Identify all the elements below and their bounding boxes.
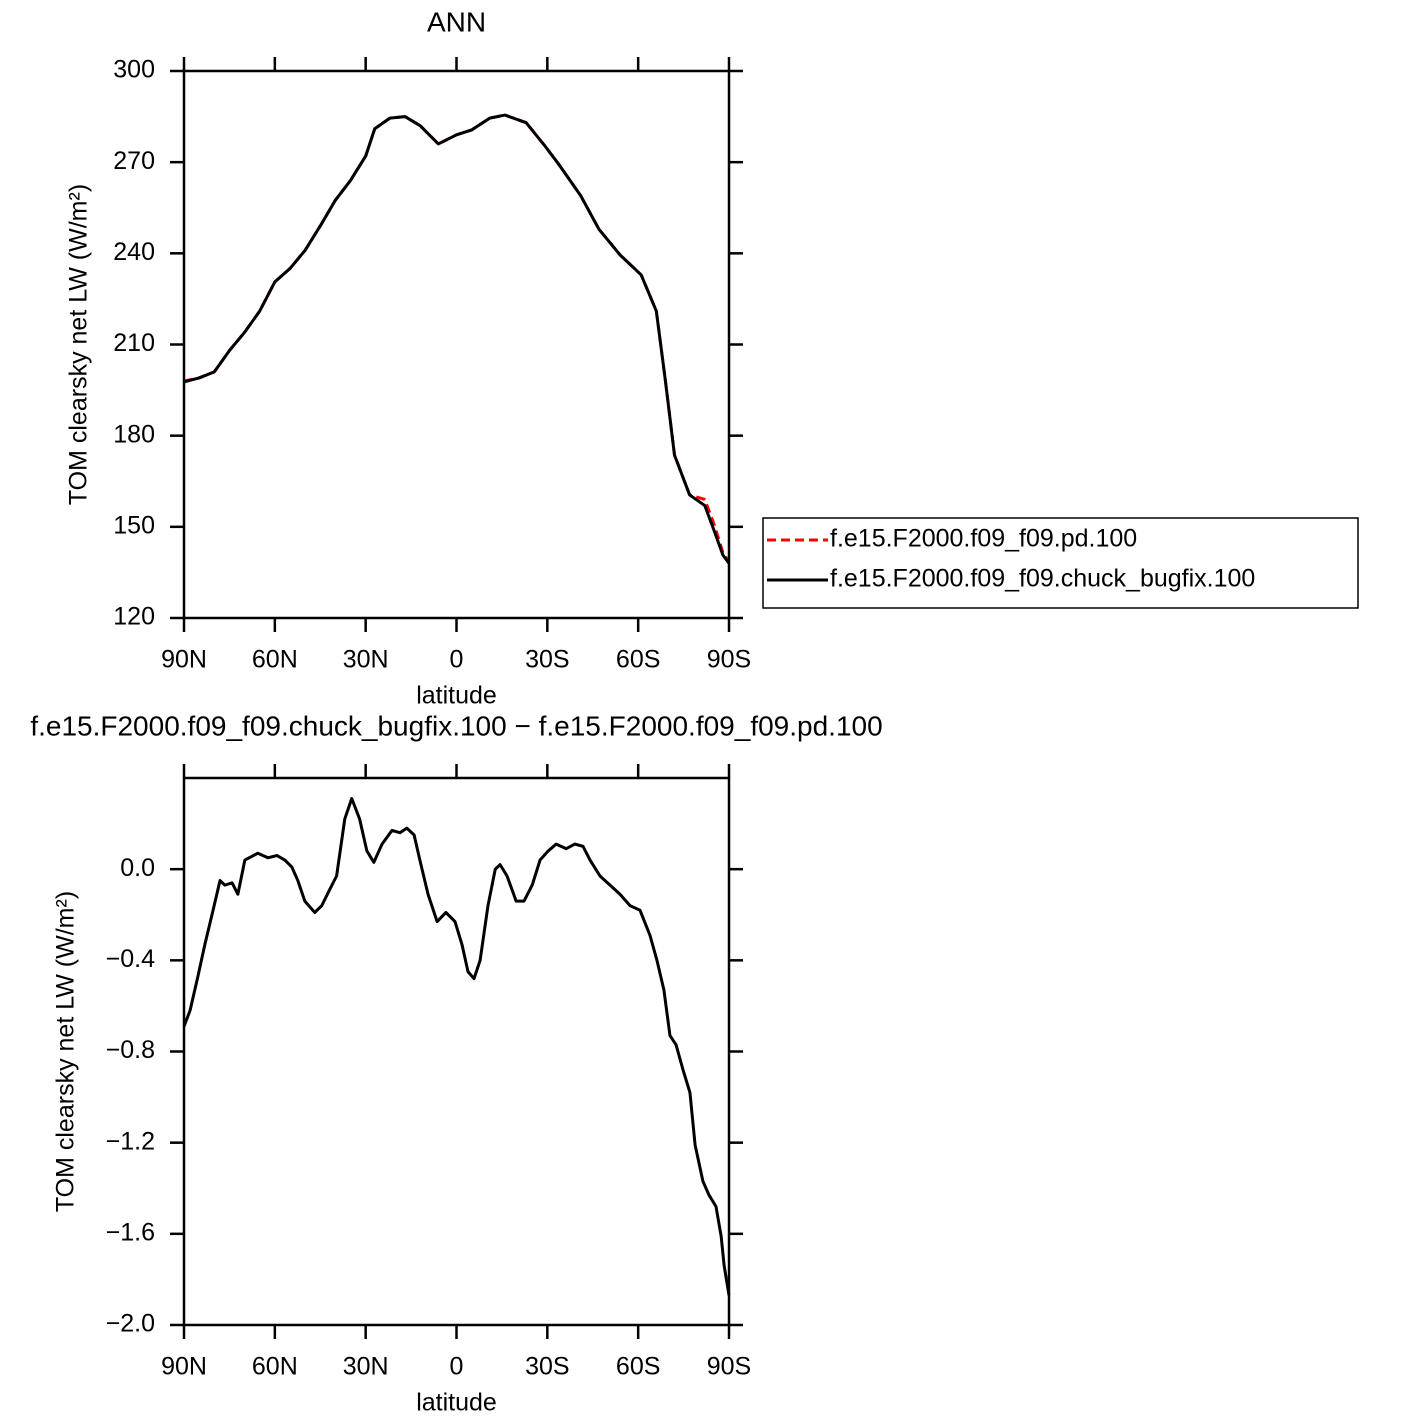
x-tick-label: 60N xyxy=(252,646,298,674)
x-tick-label: 90N xyxy=(161,1353,207,1381)
y-tick-label: 210 xyxy=(113,329,155,357)
chart-title: ANN xyxy=(427,6,486,37)
x-axis-label: latitude xyxy=(416,1389,497,1417)
x-axis-label: latitude xyxy=(416,682,497,710)
data-line xyxy=(182,797,731,1296)
y-tick-label: 0.0 xyxy=(120,854,155,882)
legend-box xyxy=(762,517,1359,609)
y-tick-label: −1.6 xyxy=(106,1218,155,1246)
legend-label: f.e15.F2000.f09_f09.pd.100 xyxy=(830,525,1137,553)
y-tick-label: 120 xyxy=(113,603,155,631)
x-tick-label: 30N xyxy=(343,646,389,674)
y-tick-label: 150 xyxy=(113,511,155,539)
data-line xyxy=(183,113,731,563)
x-tick-label: 0 xyxy=(450,646,464,674)
x-tick-label: 0 xyxy=(450,1353,464,1381)
data-line xyxy=(183,113,731,565)
x-tick-label: 90S xyxy=(707,646,751,674)
x-tick-label: 30N xyxy=(343,1353,389,1381)
y-tick-label: 240 xyxy=(113,238,155,266)
plot-frame xyxy=(182,69,731,620)
chart-title: f.e15.F2000.f09_f09.chuck_bugfix.100 − f… xyxy=(30,710,882,741)
plot-frame xyxy=(182,776,731,1327)
y-tick-label: −0.4 xyxy=(106,945,155,973)
x-tick-label: 30S xyxy=(525,646,569,674)
y-tick-label: 300 xyxy=(113,56,155,84)
y-tick-label: −0.8 xyxy=(106,1036,155,1064)
y-axis-label: TOM clearsky net LW (W/m²) xyxy=(65,184,93,505)
y-tick-label: 270 xyxy=(113,147,155,175)
x-tick-label: 30S xyxy=(525,1353,569,1381)
x-tick-label: 60S xyxy=(616,646,660,674)
legend-label: f.e15.F2000.f09_f09.chuck_bugfix.100 xyxy=(830,565,1255,593)
y-axis-label: TOM clearsky net LW (W/m²) xyxy=(52,891,80,1212)
y-tick-label: 180 xyxy=(113,420,155,448)
x-tick-label: 60N xyxy=(252,1353,298,1381)
y-tick-label: −1.2 xyxy=(106,1127,155,1155)
y-tick-label: −2.0 xyxy=(106,1310,155,1338)
x-tick-label: 90S xyxy=(707,1353,751,1381)
x-tick-label: 60S xyxy=(616,1353,660,1381)
x-tick-label: 90N xyxy=(161,646,207,674)
